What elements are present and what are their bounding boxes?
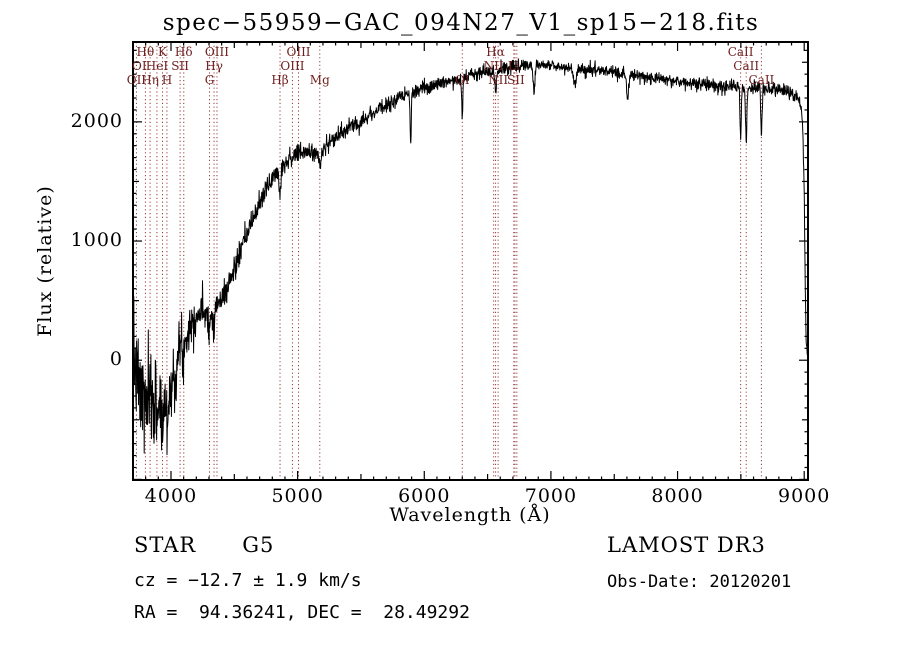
y-tick-label: 2000: [70, 109, 123, 132]
spectral-line-label: OI: [132, 59, 147, 73]
spectral-line-label: H: [161, 73, 173, 87]
spectral-line-label: G: [204, 73, 215, 87]
spectral-line-label: CaII: [727, 45, 754, 59]
spectral-line-label: OIII: [286, 45, 311, 59]
plot-frame: [132, 41, 809, 481]
x-tick-label: 8000: [651, 485, 704, 507]
y-tick-label: 0: [109, 348, 123, 371]
spectral-line-label: K: [158, 45, 167, 59]
x-tick-label: 7000: [524, 485, 578, 507]
spectral-line-label: NII: [483, 59, 504, 73]
spectral-line-label: SII: [171, 59, 189, 73]
y-tick-label: 1000: [70, 229, 123, 252]
spectral-line-label: Hγ: [205, 59, 223, 73]
spectral-line-label: Hβ: [271, 73, 289, 87]
spectral-line-label: SII: [506, 73, 525, 87]
figure-title: spec−55959−GAC_094N27_V1_sp15−218.fits: [162, 10, 760, 36]
spectral-line-label: OIII: [280, 59, 305, 73]
spectral-line-label: Mg: [309, 73, 330, 87]
spectral-line-label: Hα: [486, 45, 505, 59]
spectral-line-label: Hθ: [136, 45, 155, 59]
spectral-line-label: OIII: [204, 45, 229, 59]
spectral-line-label: NII: [488, 73, 509, 87]
spectral-line-label: HeI: [145, 59, 169, 73]
object-class-label: STAR G5: [134, 533, 275, 557]
radial-velocity-label: cz = −12.7 ± 1.9 km/s: [134, 570, 362, 591]
spectral-line-label: Hδ: [174, 45, 193, 59]
x-axis-title: Wavelength (Å): [389, 504, 551, 526]
x-tick-label: 6000: [398, 485, 451, 507]
x-tick-label: 9000: [778, 485, 831, 507]
spectral-line-label: OI: [454, 73, 470, 87]
spectral-line-label: OII: [126, 73, 147, 87]
x-tick-label: 5000: [271, 485, 324, 507]
ra-dec-label: RA = 94.36241, DEC = 28.49292: [134, 602, 470, 623]
obs-date-label: Obs-Date: 20120201: [607, 572, 792, 592]
spectral-line-label: CaII: [748, 73, 775, 87]
spectral-line-label: CaII: [733, 59, 760, 73]
spectral-line-label: Hη: [141, 73, 159, 87]
spectrum-trace: [133, 58, 808, 456]
survey-label: LAMOST DR3: [607, 533, 766, 557]
spectral-line-label: Li: [507, 59, 520, 73]
x-tick-label: 4000: [144, 485, 198, 507]
